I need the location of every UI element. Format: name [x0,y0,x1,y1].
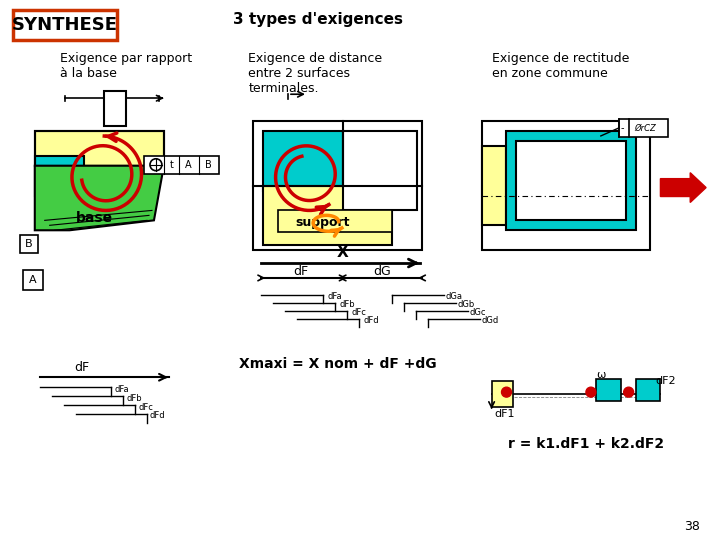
Bar [482,121,650,250]
Bar [636,379,660,401]
Text: B: B [205,160,212,170]
Text: dFd: dFd [364,316,379,325]
Text: ω: ω [596,370,606,380]
Text: dFb: dFb [340,300,355,309]
Text: r = k1.dF1 + k2.dF2: r = k1.dF1 + k2.dF2 [508,437,664,451]
Bar [492,381,513,407]
Text: dGb: dGb [458,300,475,309]
Bar [343,131,417,211]
Bar [618,119,668,137]
Text: A: A [29,275,37,285]
Bar [35,131,164,166]
Bar [596,379,621,401]
Text: Exigence de distance
entre 2 surfaces
terminales.: Exigence de distance entre 2 surfaces te… [248,51,382,94]
Text: dFc: dFc [138,402,153,411]
Bar [482,146,506,225]
Text: dF1: dF1 [495,409,515,419]
Circle shape [502,387,511,397]
Bar [13,10,117,39]
Text: dFd: dFd [150,411,166,421]
Text: dF: dF [74,361,89,374]
Text: base: base [76,211,113,225]
Bar [35,131,164,166]
Text: X: X [337,245,348,260]
Text: dGa: dGa [446,292,463,301]
Text: dG: dG [374,266,391,279]
Text: Exigence par rapport
à la base: Exigence par rapport à la base [60,51,192,79]
Text: dFa: dFa [328,292,343,301]
Text: dF2: dF2 [655,376,676,386]
Bar [144,156,218,174]
Polygon shape [35,166,164,230]
Bar [264,131,343,191]
Text: dFc: dFc [351,308,366,317]
Text: Exigence de rectitude
en zone commune: Exigence de rectitude en zone commune [492,51,629,79]
Text: dGd: dGd [482,316,499,325]
Bar [264,186,392,245]
Bar [23,270,42,290]
Text: t: t [170,160,174,170]
Bar [278,211,392,232]
Text: dGc: dGc [469,308,486,317]
Text: Xmaxi = X nom + dF +dG: Xmaxi = X nom + dF +dG [239,357,436,372]
Bar [506,131,636,230]
Circle shape [624,387,634,397]
Text: dFb: dFb [126,394,142,403]
Polygon shape [660,173,706,202]
Bar [278,211,392,232]
Text: support: support [295,216,350,229]
Bar [253,121,422,250]
Text: SYNTHESE: SYNTHESE [12,16,117,33]
Text: -: - [621,123,624,133]
Text: ØrCZ: ØrCZ [634,124,657,132]
Text: 3 types d'exigences: 3 types d'exigences [233,12,403,27]
Bar [516,141,626,220]
Text: dF: dF [293,266,308,279]
Text: dFa: dFa [114,384,129,394]
Bar [20,235,37,253]
Text: B: B [25,239,32,249]
Text: A: A [186,160,192,170]
Bar [35,156,84,195]
Bar [104,91,126,126]
Text: 38: 38 [684,519,700,532]
Circle shape [586,387,596,397]
